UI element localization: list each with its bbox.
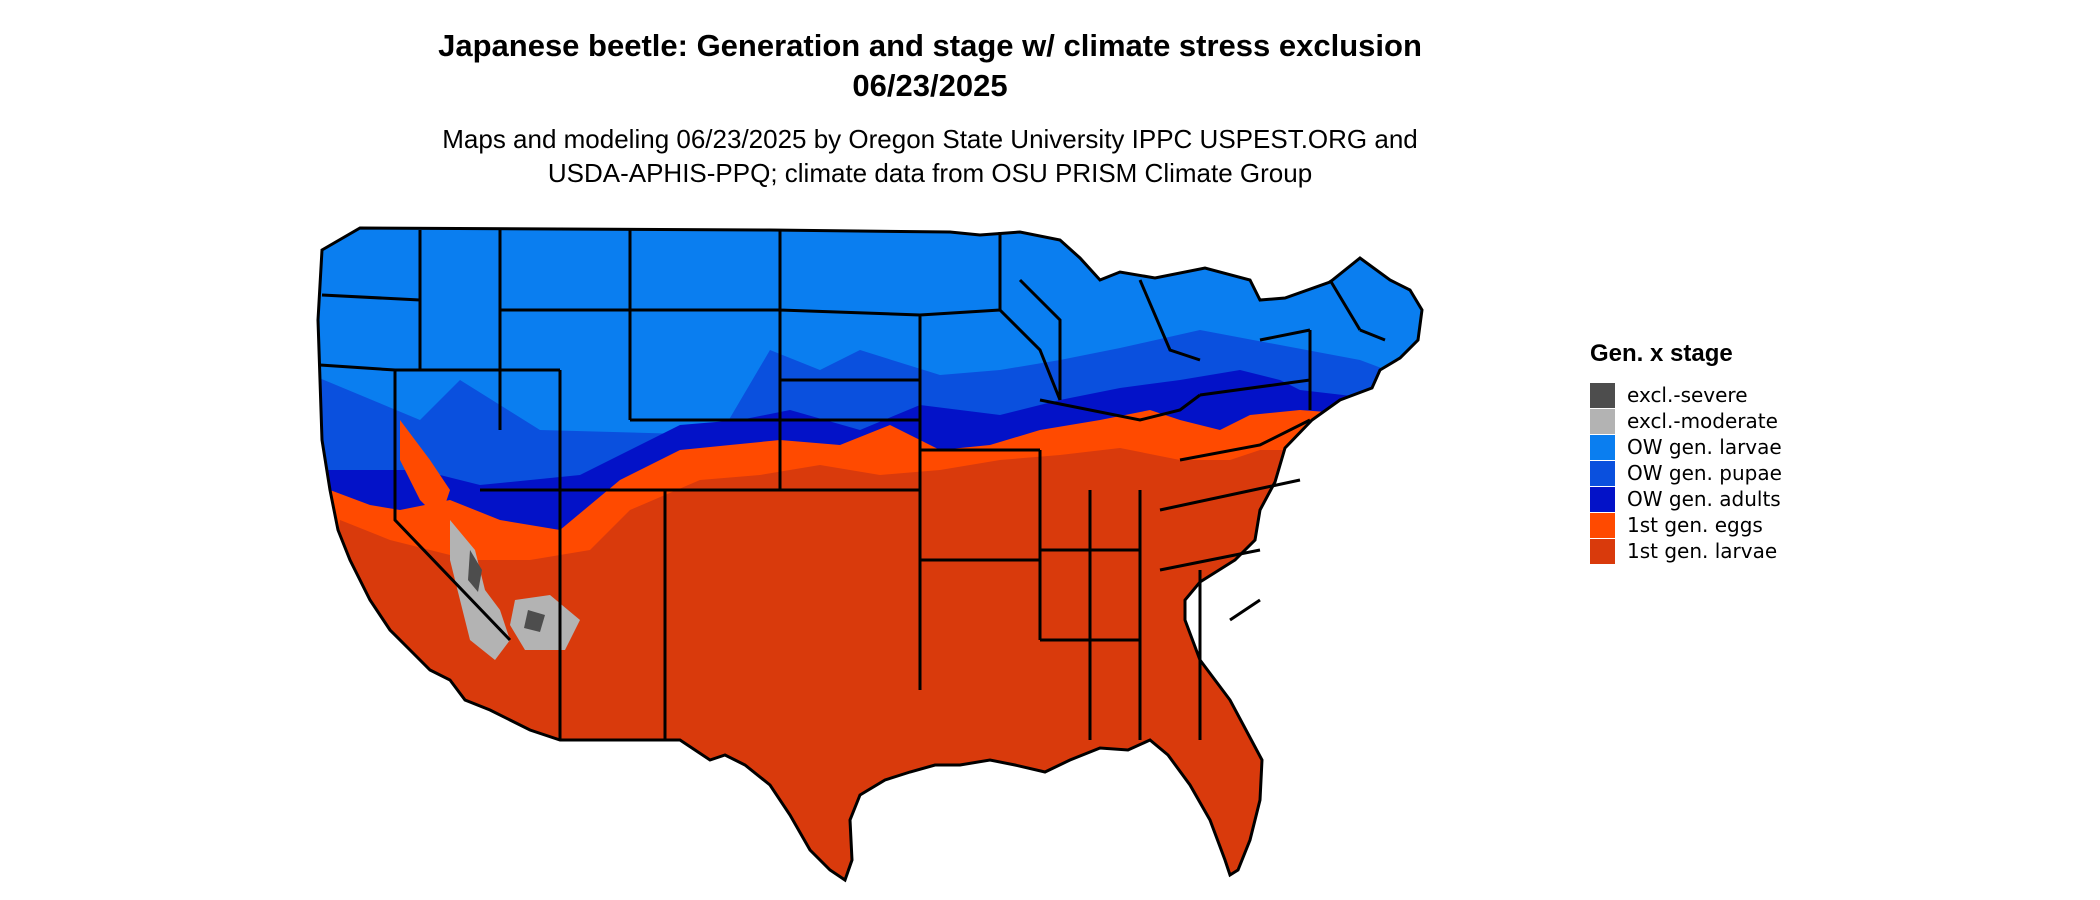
arizona-severe-exclusion — [524, 610, 545, 632]
legend-item: OW gen. pupae — [1590, 460, 1782, 486]
legend-label: 1st gen. larvae — [1627, 539, 1778, 563]
texas-moderate-exclusion — [615, 775, 640, 805]
legend-item: excl.-severe — [1590, 382, 1782, 408]
legend-swatch — [1590, 460, 1615, 486]
legend-item: 1st gen. larvae — [1590, 538, 1782, 564]
interior-state-borders — [319, 230, 1386, 740]
legend-swatch — [1590, 538, 1615, 564]
legend-swatch — [1590, 512, 1615, 538]
legend-label: OW gen. adults — [1627, 487, 1781, 511]
us-map — [316, 226, 1424, 882]
legend-label: OW gen. pupae — [1627, 461, 1782, 485]
california-valley-zone — [400, 420, 450, 520]
legend-label: excl.-moderate — [1627, 409, 1778, 433]
legend-swatch — [1590, 486, 1615, 512]
legend-item: OW gen. adults — [1590, 486, 1782, 512]
legend-item: OW gen. larvae — [1590, 434, 1782, 460]
map-title: Japanese beetle: Generation and stage w/… — [0, 26, 1860, 106]
legend-label: excl.-severe — [1627, 383, 1748, 407]
state-borders — [316, 226, 1424, 882]
subtitle-line-2: USDA-APHIS-PPQ; climate data from OSU PR… — [547, 158, 1313, 188]
legend-item: excl.-moderate — [1590, 408, 1782, 434]
legend: Gen. x stage excl.-severe excl.-moderate O… — [1590, 340, 1782, 564]
legend-label: 1st gen. eggs — [1627, 513, 1763, 537]
subtitle-line-1: Maps and modeling 06/23/2025 by Oregon S… — [442, 124, 1418, 154]
title-line-2: 06/23/2025 — [852, 68, 1008, 103]
legend-item: 1st gen. eggs — [1590, 512, 1782, 538]
map-subtitle: Maps and modeling 06/23/2025 by Oregon S… — [0, 122, 1860, 190]
desert-severe-exclusion-1 — [468, 550, 482, 592]
legend-swatch — [1590, 408, 1615, 434]
legend-title: Gen. x stage — [1590, 340, 1733, 367]
legend-swatch — [1590, 382, 1615, 408]
legend-items: excl.-severe excl.-moderate OW gen. larvae… — [1590, 382, 1782, 564]
arizona-moderate-exclusion — [510, 595, 580, 650]
legend-swatch — [1590, 434, 1615, 460]
legend-label: OW gen. larvae — [1627, 435, 1782, 459]
title-line-1: Japanese beetle: Generation and stage w/… — [438, 28, 1422, 63]
